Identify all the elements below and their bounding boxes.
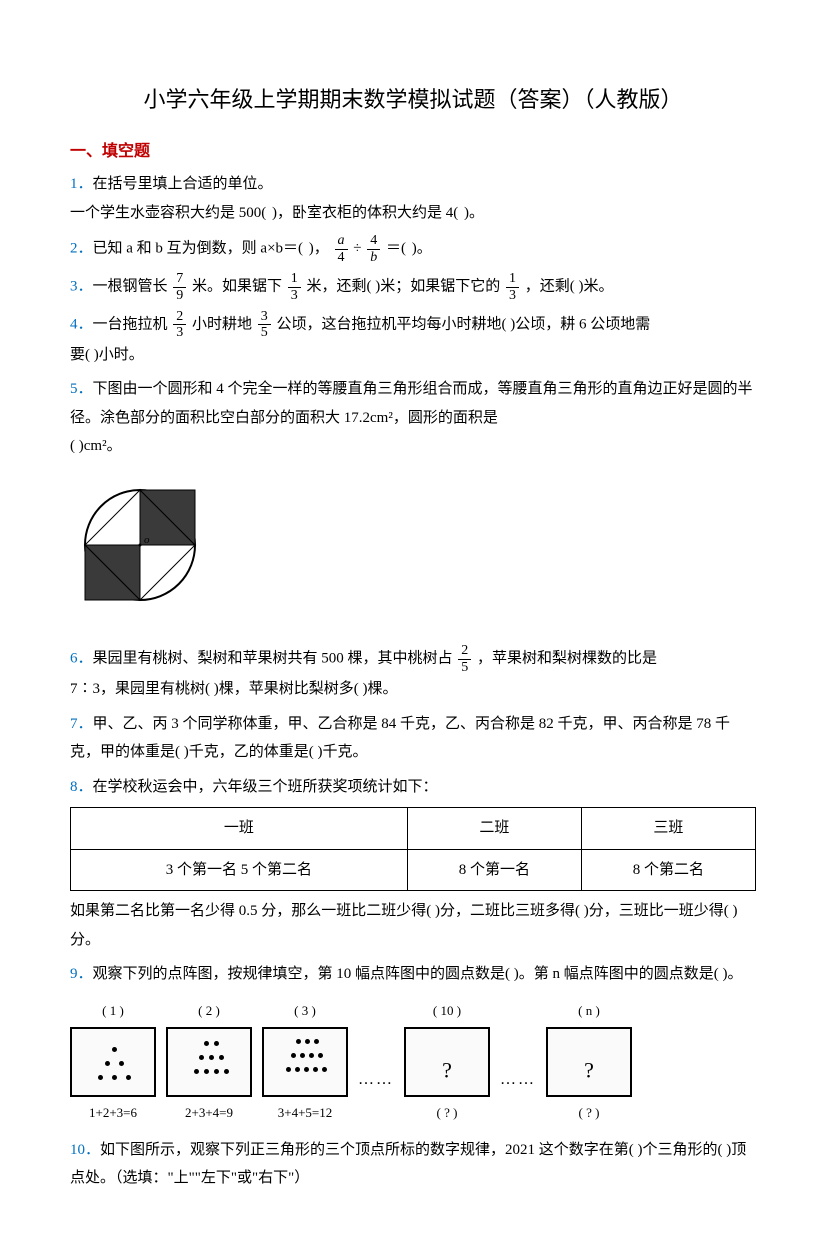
q4-frac1: 23: [173, 309, 186, 341]
q4-t2: 小时耕地: [192, 316, 252, 332]
q3-frac3: 13: [506, 271, 519, 303]
center-o-label: o: [144, 534, 150, 546]
q1-line2b: )，卧室衣柜的体积大约是 4(: [272, 205, 458, 221]
q3-t1: 一根钢管长: [93, 279, 168, 295]
question-4: 4．一台拖拉机 23 小时耕地 35 公顷，这台拖拉机平均每小时耕地( )公顷，…: [70, 309, 756, 369]
pattern-3: ( 3 ) 3+4+5=12: [262, 999, 348, 1126]
q1-line2c: )。: [464, 205, 484, 221]
q2-mid: )，: [309, 241, 329, 257]
th-2: 二班: [407, 808, 581, 850]
q4-num: 4．: [70, 316, 93, 332]
question-9: 9．观察下列的点阵图，按规律填空，第 10 幅点阵图中的圆点数是( )。第 n …: [70, 960, 756, 1126]
ellipsis-2: ……: [500, 1065, 536, 1095]
q10-t: 如下图所示，观察下列正三角形的三个顶点所标的数字规律，2021 这个数字在第( …: [70, 1142, 746, 1187]
pattern-1: ( 1 ) 1+2+3=6: [70, 999, 156, 1126]
q10-num: 10．: [70, 1142, 100, 1158]
td-1: 3 个第一名 5 个第二名: [71, 849, 408, 891]
q1-line1: 在括号里填上合适的单位。: [93, 176, 273, 192]
q5-t1: 下图由一个圆形和 4 个完全一样的等腰直角三角形组合而成，等腰直角三角形的直角边…: [70, 381, 753, 426]
question-8: 8．在学校秋运会中，六年级三个班所获奖项统计如下： 一班 二班 三班 3 个第一…: [70, 773, 756, 955]
pattern-10: ( 10 ) ? ( ? ): [404, 999, 490, 1126]
q6-frac: 25: [458, 643, 471, 675]
q2-frac-a4: a4: [335, 233, 348, 265]
q1-num: 1．: [70, 176, 93, 192]
q2-pre: 已知 a 和 b 互为倒数，则 a×b＝(: [93, 241, 304, 257]
q2-div: ÷: [353, 241, 361, 257]
table-row: 3 个第一名 5 个第二名 8 个第一名 8 个第二名: [71, 849, 756, 891]
q6-t2: ，苹果树和梨树棵数的比是: [477, 651, 657, 667]
page-title: 小学六年级上学期期末数学模拟试题（答案）（人教版）: [70, 80, 756, 120]
question-5: 5．下图由一个圆形和 4 个完全一样的等腰直角三角形组合而成，等腰直角三角形的直…: [70, 375, 756, 635]
q8-t2: 如果第二名比第一名少得 0.5 分，那么一班比二班少得( )分，二班比三班多得(…: [70, 903, 737, 948]
question-3: 3．一根钢管长 79 米。如果锯下 13 米，还剩( )米；如果锯下它的 13 …: [70, 271, 756, 303]
question-10: 10．如下图所示，观察下列正三角形的三个顶点所标的数字规律，2021 这个数字在…: [70, 1136, 756, 1193]
q5-num: 5．: [70, 381, 93, 397]
q2-frac-4b: 4b: [367, 233, 380, 265]
q3-t4: ，还剩( )米。: [525, 279, 614, 295]
td-2: 8 个第一名: [407, 849, 581, 891]
q5-t2: ( )cm²。: [70, 438, 122, 454]
pattern-2: ( 2 ) 2+3+4=9: [166, 999, 252, 1126]
q6-t3: 7∶3，果园里有桃树( )棵，苹果树比梨树多( )棵。: [70, 681, 397, 697]
q7-t: 甲、乙、丙 3 个同学称体重，甲、乙合称是 84 千克，乙、丙合称是 82 千克…: [70, 716, 730, 761]
th-3: 三班: [581, 808, 755, 850]
q8-table: 一班 二班 三班 3 个第一名 5 个第二名 8 个第一名 8 个第二名: [70, 807, 756, 891]
q7-num: 7．: [70, 716, 93, 732]
q9-num: 9．: [70, 966, 93, 982]
td-3: 8 个第二名: [581, 849, 755, 891]
q1-line2a: 一个学生水壶容积大约是 500(: [70, 205, 266, 221]
question-1: 1．在括号里填上合适的单位。 一个学生水壶容积大约是 500( )，卧室衣柜的体…: [70, 170, 756, 227]
q2-num: 2．: [70, 241, 93, 257]
q8-t1: 在学校秋运会中，六年级三个班所获奖项统计如下：: [93, 779, 438, 795]
q3-frac1: 79: [173, 271, 186, 303]
q3-num: 3．: [70, 279, 93, 295]
q3-frac2: 13: [288, 271, 301, 303]
q8-num: 8．: [70, 779, 93, 795]
q4-t3: 公顷，这台拖拉机平均每小时耕地( )公顷，耕 6 公顷地需: [277, 316, 651, 332]
question-2: 2．已知 a 和 b 互为倒数，则 a×b＝( )， a4 ÷ 4b ＝( )。: [70, 233, 756, 265]
q4-t1: 一台拖拉机: [93, 316, 168, 332]
question-7: 7．甲、乙、丙 3 个同学称体重，甲、乙合称是 84 千克，乙、丙合称是 82 …: [70, 710, 756, 767]
q4-frac2: 35: [258, 309, 271, 341]
q5-figure: o: [70, 475, 210, 615]
q9-t1: 观察下列的点阵图，按规律填空，第 10 幅点阵图中的圆点数是( )。第 n 幅点…: [93, 966, 743, 982]
th-1: 一班: [71, 808, 408, 850]
q4-t4: 要( )小时。: [70, 347, 144, 363]
q3-t2: 米。如果锯下: [192, 279, 282, 295]
q2-eq: ＝(: [386, 241, 406, 257]
table-row: 一班 二班 三班: [71, 808, 756, 850]
section-heading-1: 一、填空题: [70, 138, 756, 167]
pattern-n: ( n ) ? ( ? ): [546, 999, 632, 1126]
q2-end: )。: [412, 241, 432, 257]
question-6: 6．果园里有桃树、梨树和苹果树共有 500 棵，其中桃树占 25 ，苹果树和梨树…: [70, 643, 756, 703]
q6-num: 6．: [70, 651, 93, 667]
q6-t1: 果园里有桃树、梨树和苹果树共有 500 棵，其中桃树占: [93, 651, 453, 667]
q9-pattern-row: ( 1 ) 1+2+3=6 ( 2 ) 2+3+4=9 ( 3 ): [70, 999, 756, 1126]
q3-t3: 米，还剩( )米；如果锯下它的: [307, 279, 501, 295]
ellipsis-1: ……: [358, 1065, 394, 1095]
